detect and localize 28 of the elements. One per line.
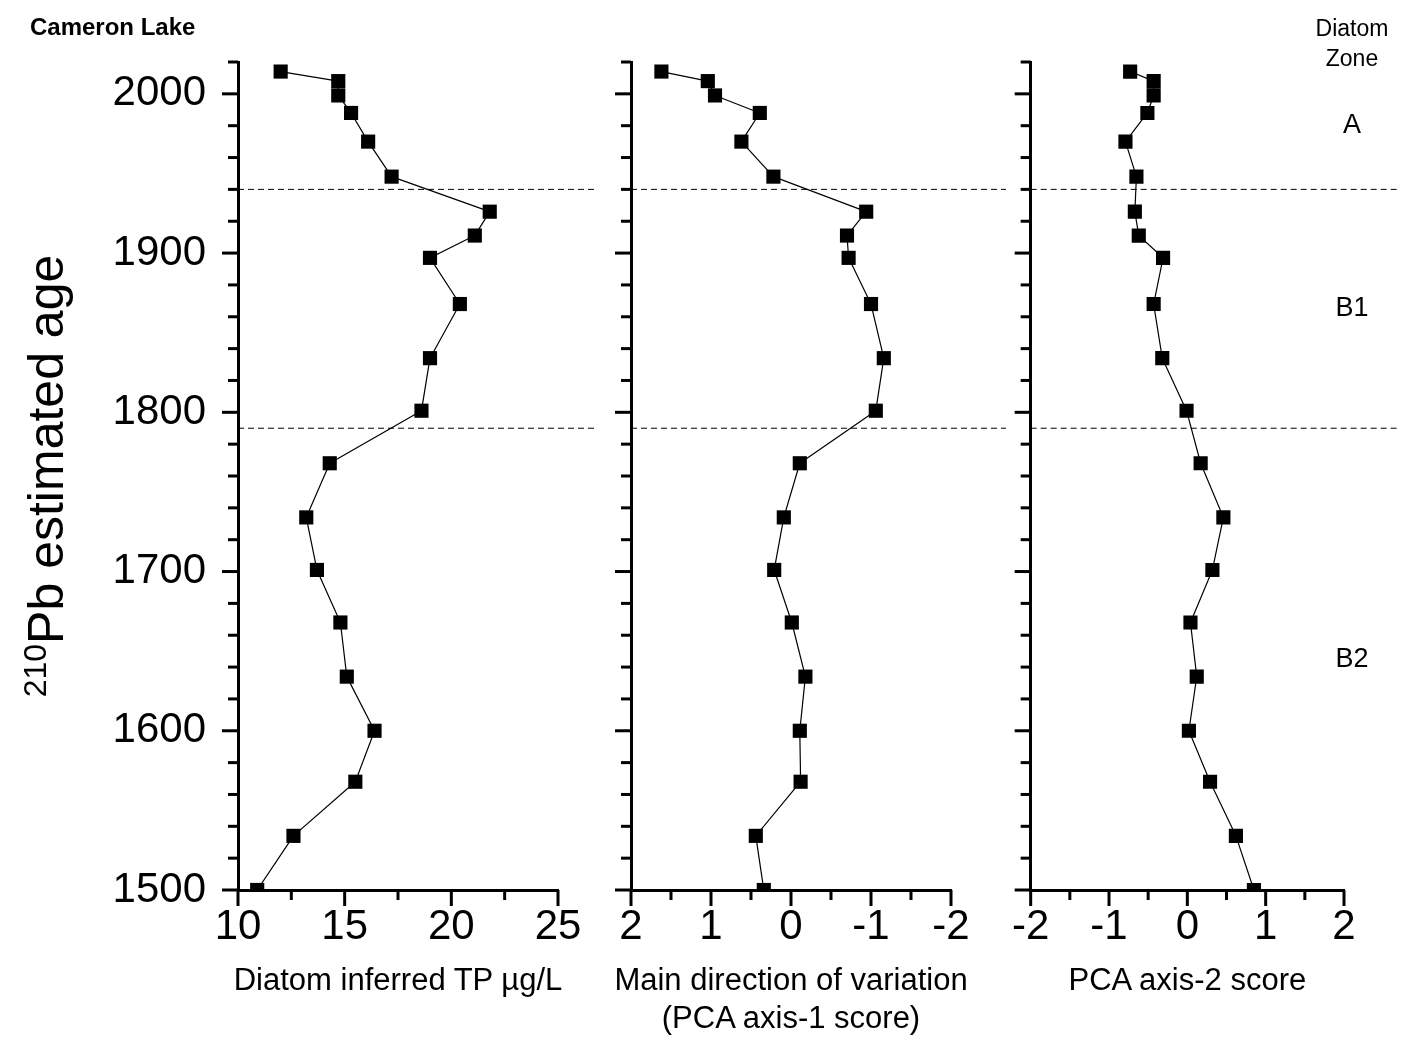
x-tick-label: 10	[214, 900, 262, 948]
chart-title: Cameron Lake	[30, 12, 196, 40]
x-tick-label: 1	[1253, 900, 1278, 948]
x-tick-label: 15	[321, 900, 369, 948]
x-axis-title: PCA axis-2 score	[1068, 962, 1307, 998]
x-tick-label: 0	[779, 900, 803, 948]
x-axis-title: Main direction of variation (PCA axis-1 score)	[614, 962, 968, 1036]
y-tick-label: 1500	[112, 863, 206, 911]
y-tick-label: 1800	[112, 385, 206, 433]
y-tick-label: 2000	[112, 67, 206, 115]
x-tick-label: -1	[852, 900, 890, 948]
y-tick-label: 1900	[112, 226, 206, 274]
x-tick-label: 2	[1332, 900, 1356, 948]
x-tick-label: 2	[619, 900, 643, 948]
x-tick-label: -1	[1090, 900, 1128, 948]
x-tick-label: 0	[1175, 900, 1200, 948]
annotation: B1	[1335, 292, 1369, 323]
x-tick-label: 20	[427, 900, 475, 948]
annotation: Diatom Zone	[1315, 14, 1389, 71]
x-axis-title: Diatom inferred TP µg/L	[233, 962, 563, 998]
y-tick-label: 1600	[112, 704, 206, 752]
x-tick-label: -2	[932, 900, 970, 948]
annotation: B2	[1335, 642, 1369, 673]
x-tick-label: 1	[699, 900, 723, 948]
x-tick-label: 25	[534, 900, 582, 948]
x-tick-label: -2	[1011, 900, 1050, 948]
y-tick-label: 1700	[112, 545, 206, 593]
annotation: A	[1342, 109, 1362, 140]
